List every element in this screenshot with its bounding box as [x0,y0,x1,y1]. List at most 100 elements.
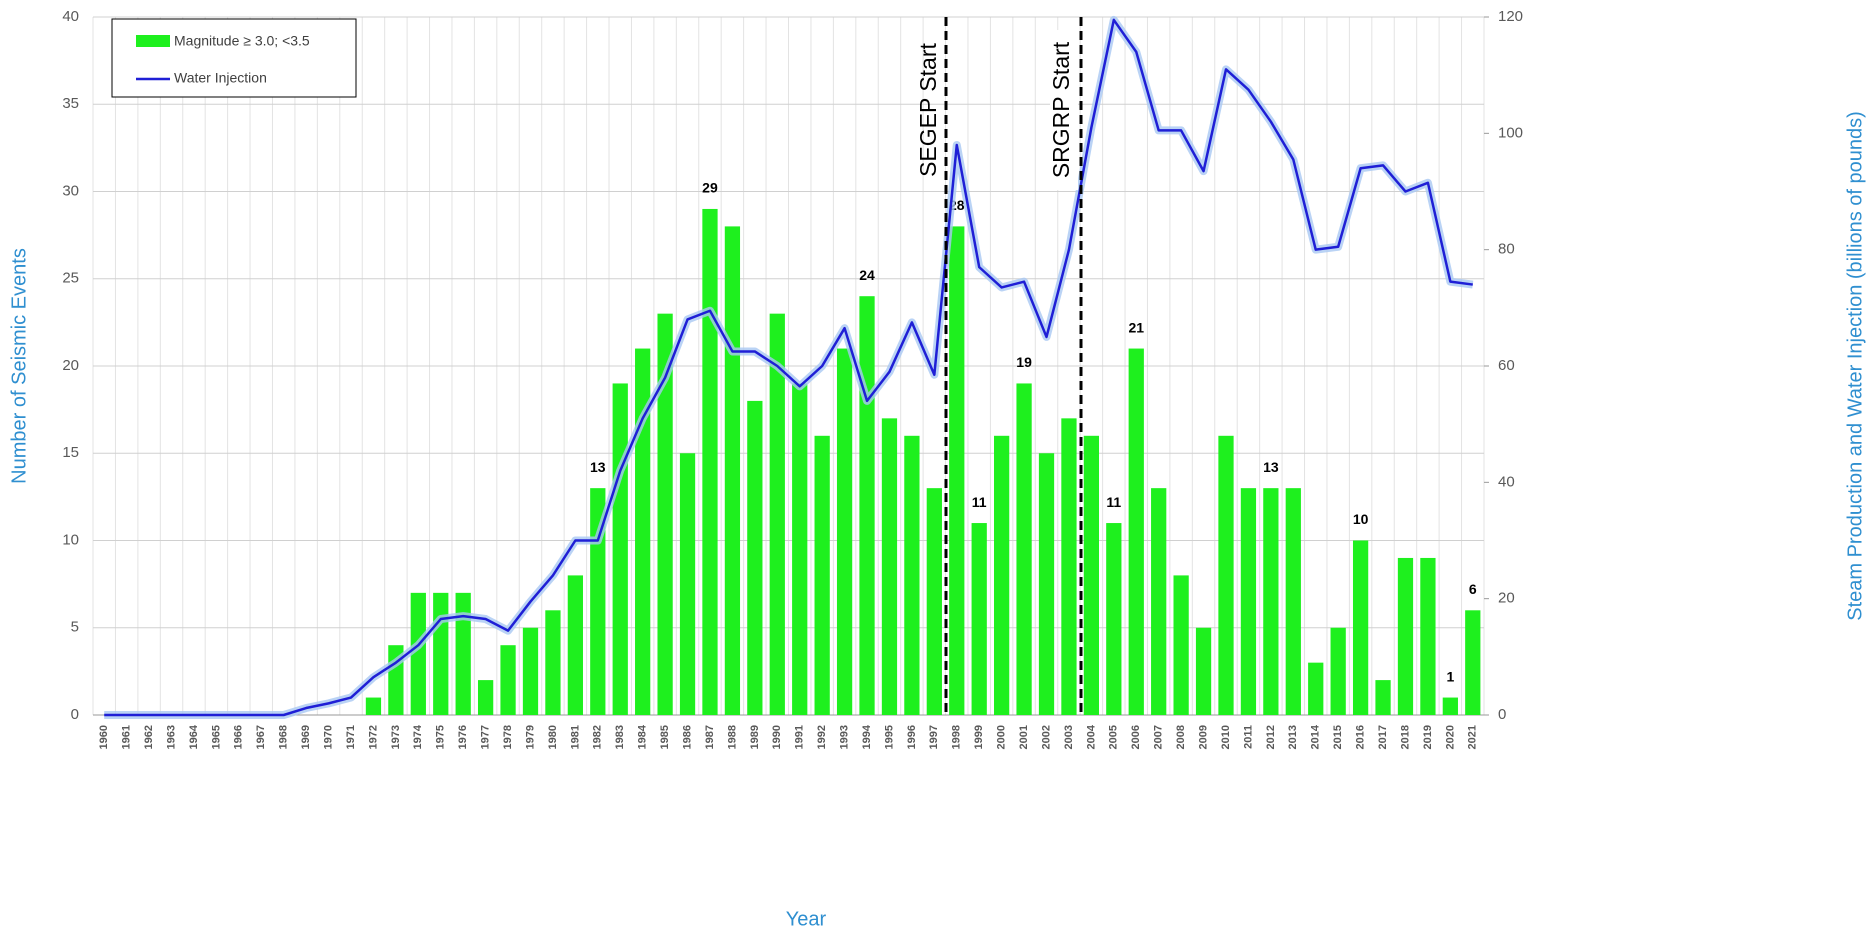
x-tick-label: 2016 [1355,725,1367,749]
x-tick-label: 2017 [1377,725,1389,749]
x-tick-label: 1992 [816,725,828,749]
annotation: SEGEP Start [915,42,941,176]
bar [926,488,942,715]
x-tick-label: 1980 [547,725,559,749]
x-tick-label: 1985 [659,725,671,749]
y2-tick-label: 120 [1498,8,1523,25]
y2-axis-title: Steam Production and Water Injection (bi… [1844,111,1866,621]
x-tick-label: 1971 [345,725,357,749]
x-tick-label: 2007 [1153,725,1165,749]
x-tick-label: 2021 [1467,725,1479,749]
x-tick-label: 1997 [928,725,940,749]
x-tick-label: 1986 [681,725,693,749]
data-label: 13 [590,459,606,475]
x-tick-label: 2019 [1422,725,1434,749]
x-tick-label: 2000 [996,725,1008,749]
bar [814,435,830,715]
bar [1442,697,1458,715]
bar [567,575,583,715]
x-tick-label: 1975 [435,725,447,749]
bar [590,488,606,715]
x-tick-label: 1974 [412,724,424,749]
x-tick-label: 1968 [278,725,290,749]
legend-box [111,18,357,98]
line [104,18,1473,717]
data-label: 13 [1263,459,1279,475]
bar [949,226,965,715]
y-tick-label: 25 [62,270,79,287]
x-tick-label: 1999 [973,725,985,749]
bar [769,313,785,715]
x-tick-label: 1996 [906,725,918,749]
legend-label: Water Injection [174,70,267,86]
bar [1128,348,1144,715]
bar [545,610,561,715]
x-tick-label: 1988 [726,725,738,749]
bar [1106,523,1122,715]
x-tick-label: 2006 [1130,725,1142,749]
bar [657,313,673,715]
x-tick-label: 2020 [1444,725,1456,749]
data-label: 1 [1446,668,1454,684]
x-tick-label: 1991 [794,725,806,749]
y-tick-label: 0 [71,706,79,723]
data-label: 11 [1106,494,1121,510]
bar [410,592,426,715]
bar [702,208,718,715]
bar [1375,680,1391,715]
x-tick-label: 1966 [233,725,245,749]
x-tick-label: 1984 [637,724,649,749]
y2-tick-label: 20 [1498,590,1515,607]
x-tick-label: 1970 [322,725,334,749]
x-tick-label: 1983 [614,725,626,749]
x-tick-label: 2002 [1040,725,1052,749]
y-tick-label: 10 [62,531,79,548]
data-label: 11 [972,494,987,510]
bar [1151,488,1167,715]
bar [522,627,539,715]
x-tick-label: 2011 [1242,725,1254,749]
y2-tick-label: 0 [1498,706,1506,723]
x-tick-label: 1993 [838,725,850,749]
bar [747,400,763,715]
x-tick-label: 1998 [951,725,963,749]
bar [1016,383,1032,715]
legend: Magnitude ≥ 3.0; <3.5 Water Injection [111,18,357,98]
y-tick-label: 30 [62,182,79,199]
x-tick-label: 2014 [1310,724,1322,749]
x-tick-label: 1962 [143,725,155,749]
x-tick-label: 1982 [592,725,604,749]
y-tick-label: 15 [62,444,79,461]
x-tick-label: 2004 [1085,724,1097,749]
y2-tick-label: 60 [1498,357,1515,374]
bar [971,523,987,715]
bar [1420,557,1436,715]
bar [365,697,382,715]
x-tick-label: 1981 [569,725,581,749]
y-tick-label: 40 [62,8,79,25]
x-tick-label: 2015 [1332,725,1344,749]
y-tick-label: 5 [71,619,79,636]
bar [1285,488,1301,715]
bar [1195,627,1212,715]
legend-swatch [136,35,170,47]
bar [1240,488,1257,715]
bar [455,592,471,715]
bar [1330,627,1346,715]
y-axis-title: Number of Seismic Events [8,248,30,484]
x-tick-label: 1979 [524,725,536,749]
x-tick-label: 1990 [771,725,783,749]
x-tick-label: 2012 [1265,725,1277,749]
x-tick-label: 1976 [457,725,469,749]
y2-tick-label: 80 [1498,241,1515,258]
x-tick-label: 2008 [1175,725,1187,749]
x-tick-label: 2013 [1287,725,1299,749]
x-tick-label: 1963 [165,725,177,749]
bar [433,592,449,715]
bar [635,348,651,715]
bar [477,680,494,715]
